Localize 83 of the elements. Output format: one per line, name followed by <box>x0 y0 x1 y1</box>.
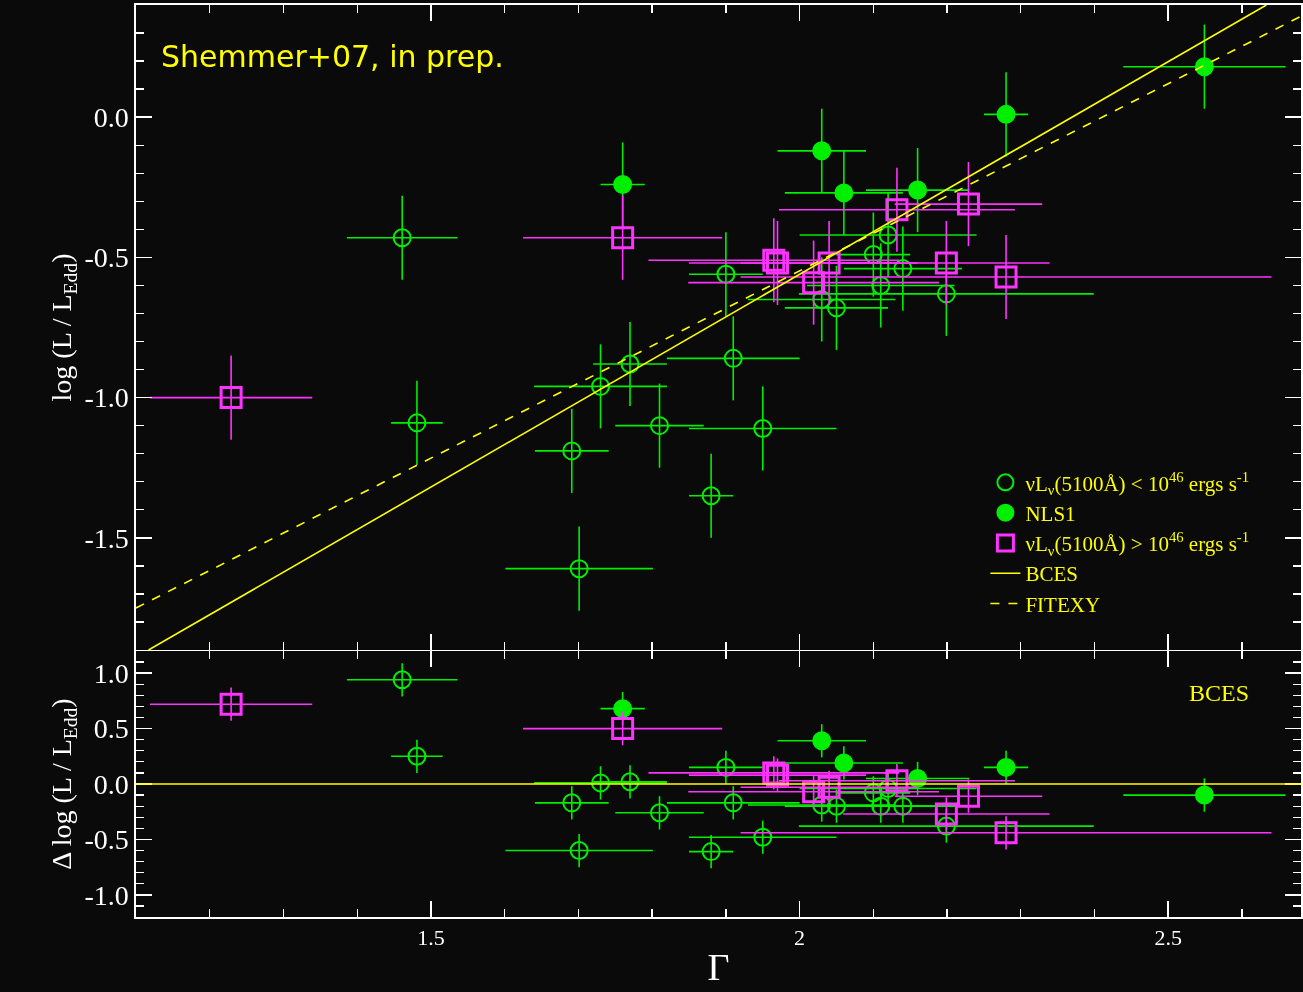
point <box>878 225 898 245</box>
point <box>620 772 640 792</box>
point <box>996 104 1016 124</box>
y-tick-label: 0.0 <box>93 768 129 800</box>
point <box>613 699 633 719</box>
point <box>650 803 670 823</box>
y-tick-label: -0.5 <box>84 242 129 274</box>
point <box>753 418 773 438</box>
point <box>994 265 1018 289</box>
point <box>956 784 980 808</box>
point <box>611 226 635 250</box>
point <box>826 298 846 318</box>
point <box>392 670 412 690</box>
point <box>611 717 635 741</box>
point <box>650 416 670 436</box>
point <box>826 796 846 816</box>
point <box>591 376 611 396</box>
point <box>1194 785 1214 805</box>
point <box>716 264 736 284</box>
point <box>908 180 928 200</box>
y-tick-label: -1.0 <box>84 382 129 414</box>
y-tick-label: 0.0 <box>93 101 129 133</box>
y-tick-label: -0.5 <box>84 824 129 856</box>
point <box>701 842 721 862</box>
point <box>885 769 909 793</box>
point <box>219 692 243 716</box>
point <box>936 284 956 304</box>
point <box>723 348 743 368</box>
point <box>753 827 773 847</box>
point <box>863 245 883 265</box>
legend-label: νL$_{ν}$(5100Å) > 10$^{46}$ ergs s$^{-1}$ <box>1025 529 1250 559</box>
point <box>834 183 854 203</box>
point <box>885 198 909 222</box>
x-tick-label: 2 <box>794 925 806 950</box>
point <box>802 271 826 295</box>
point <box>802 780 826 804</box>
point <box>701 486 721 506</box>
point <box>817 775 841 799</box>
y-tick-label: -1.0 <box>84 879 129 911</box>
point <box>936 816 956 836</box>
point <box>996 757 1016 777</box>
point <box>569 559 589 579</box>
y-tick-label: 0.5 <box>93 713 129 745</box>
y-tick-label: -1.5 <box>84 522 129 554</box>
point <box>1194 57 1214 77</box>
point <box>620 354 640 374</box>
point <box>723 793 743 813</box>
point <box>956 192 980 216</box>
legend-label: NLS1 <box>1025 501 1076 526</box>
point <box>863 783 883 803</box>
point <box>934 802 958 826</box>
y-tick-label: 1.0 <box>93 657 129 689</box>
point <box>812 289 832 309</box>
point <box>591 773 611 793</box>
legend-label: νL$_{ν}$(5100Å) < 10$^{46}$ ergs s$^{-1}$ <box>1025 468 1250 498</box>
point <box>407 413 427 433</box>
point <box>219 386 243 410</box>
annotation: BCES <box>1189 680 1250 706</box>
point <box>871 275 891 295</box>
point <box>392 228 412 248</box>
point <box>934 251 958 275</box>
point <box>613 174 633 194</box>
legend-label: BCES <box>1025 562 1078 587</box>
point <box>716 757 736 777</box>
point <box>994 821 1018 845</box>
point <box>562 441 582 461</box>
point <box>812 141 832 161</box>
x-tick-label: 2.5 <box>1154 925 1183 950</box>
point <box>893 259 913 279</box>
point <box>878 778 898 798</box>
point <box>407 746 427 766</box>
point <box>569 841 589 860</box>
point <box>812 795 832 815</box>
point <box>817 251 841 275</box>
point <box>562 793 582 813</box>
annotation: Shemmer+07, in prep. <box>161 39 504 74</box>
point <box>893 796 913 816</box>
point <box>871 796 891 816</box>
point <box>812 731 832 751</box>
point <box>834 753 854 773</box>
x-tick-label: 1.5 <box>417 925 445 950</box>
x-axis-title: Γ <box>707 945 730 988</box>
legend-label: FITEXY <box>1025 592 1101 617</box>
